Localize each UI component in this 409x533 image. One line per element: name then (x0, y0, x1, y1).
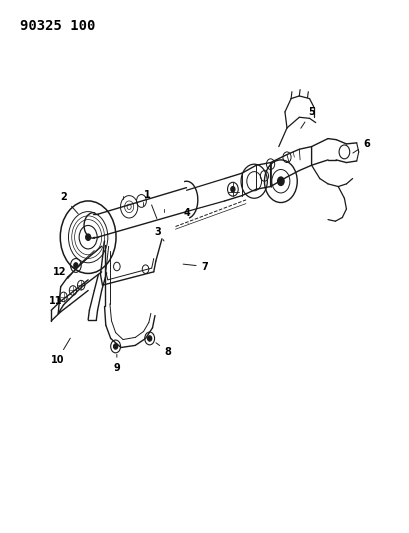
Text: 90325 100: 90325 100 (20, 19, 96, 33)
Text: 9: 9 (113, 354, 120, 373)
Text: 7: 7 (183, 262, 208, 271)
Text: 11: 11 (49, 296, 69, 306)
Text: 5: 5 (300, 107, 314, 128)
Circle shape (74, 263, 78, 268)
Circle shape (85, 234, 90, 240)
Text: 6: 6 (352, 139, 369, 153)
Text: 2: 2 (60, 192, 78, 214)
Text: 3: 3 (154, 227, 164, 241)
Text: 4: 4 (183, 208, 189, 224)
Circle shape (113, 344, 117, 349)
Text: 12: 12 (53, 267, 73, 277)
Text: 1: 1 (144, 190, 157, 219)
Circle shape (147, 336, 151, 341)
Text: 8: 8 (155, 343, 171, 357)
Circle shape (230, 187, 234, 192)
Text: 10: 10 (51, 338, 70, 365)
Circle shape (277, 177, 283, 185)
